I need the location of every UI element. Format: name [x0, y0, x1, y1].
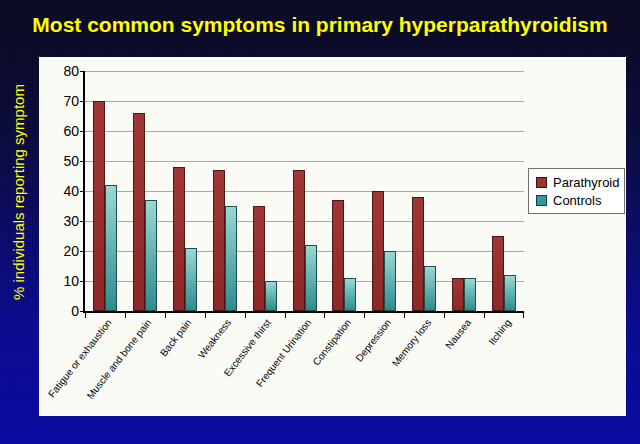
bar-controls [185, 248, 197, 311]
x-tick [324, 311, 325, 318]
y-tick [80, 161, 85, 162]
x-tick [285, 311, 286, 318]
bar-parathyroid [492, 236, 504, 311]
x-tick [364, 311, 365, 318]
legend-item: Parathyroid [536, 173, 624, 191]
y-tick [80, 251, 85, 252]
x-tick [165, 311, 166, 318]
y-tick-label: 0 [43, 302, 79, 320]
legend-item: Controls [536, 191, 624, 209]
slide-background: Most common symptoms in primary hyperpar… [0, 0, 640, 444]
legend-label: Controls [553, 193, 601, 208]
bar-parathyroid [372, 191, 384, 311]
y-tick-label: 60 [43, 122, 79, 140]
x-tick [444, 311, 445, 318]
bar-parathyroid [213, 170, 225, 311]
gridline [85, 131, 524, 132]
legend-label: Parathyroid [553, 175, 619, 190]
bar-controls [384, 251, 396, 311]
x-tick [523, 311, 524, 318]
bar-parathyroid [93, 101, 105, 311]
legend-swatch-controls [536, 195, 547, 206]
y-tick [80, 281, 85, 282]
y-tick-label: 30 [43, 212, 79, 230]
bar-parathyroid [332, 200, 344, 311]
bar-parathyroid [293, 170, 305, 311]
chart-panel: 01020304050607080Fatigue or exhaustionMu… [39, 57, 626, 416]
x-category-label: Back pain [158, 317, 194, 358]
x-tick [484, 311, 485, 318]
y-tick-label: 50 [43, 152, 79, 170]
bar-parathyroid [173, 167, 185, 311]
x-tick [205, 311, 206, 318]
legend: Parathyroid Controls [528, 168, 625, 214]
legend-swatch-parathyroid [536, 177, 547, 188]
x-category-label: Depression [353, 317, 393, 364]
x-tick [245, 311, 246, 318]
y-tick-label: 40 [43, 182, 79, 200]
bar-controls [145, 200, 157, 311]
gridline [85, 101, 524, 102]
x-category-label: Nausea [443, 317, 473, 351]
x-category-label: Memory loss [389, 317, 433, 368]
y-tick-label: 10 [43, 272, 79, 290]
gridline [85, 191, 524, 192]
bar-parathyroid [412, 197, 424, 311]
bar-parathyroid [452, 278, 464, 311]
gridline [85, 161, 524, 162]
bar-controls [504, 275, 516, 311]
x-category-label: Weakness [196, 317, 233, 360]
plot-area: 01020304050607080Fatigue or exhaustionMu… [83, 71, 524, 313]
bar-parathyroid [133, 113, 145, 311]
x-tick [404, 311, 405, 318]
y-tick [80, 71, 85, 72]
y-tick [80, 221, 85, 222]
x-tick [125, 311, 126, 318]
y-tick-label: 70 [43, 92, 79, 110]
bar-controls [305, 245, 317, 311]
bar-controls [424, 266, 436, 311]
y-axis-title: % individuals reporting symptom [10, 84, 27, 300]
x-category-label: Constipation [310, 317, 353, 368]
x-tick [85, 311, 86, 318]
y-tick-label: 20 [43, 242, 79, 260]
gridline [85, 71, 524, 72]
y-tick-label: 80 [43, 62, 79, 80]
y-tick [80, 131, 85, 132]
chart-title: Most common symptoms in primary hyperpar… [0, 13, 640, 37]
bar-controls [225, 206, 237, 311]
bar-controls [344, 278, 356, 311]
bar-controls [464, 278, 476, 311]
bar-controls [105, 185, 117, 311]
bar-controls [265, 281, 277, 311]
y-tick [80, 191, 85, 192]
y-tick [80, 101, 85, 102]
bar-parathyroid [253, 206, 265, 311]
x-category-label: Itching [486, 317, 513, 347]
